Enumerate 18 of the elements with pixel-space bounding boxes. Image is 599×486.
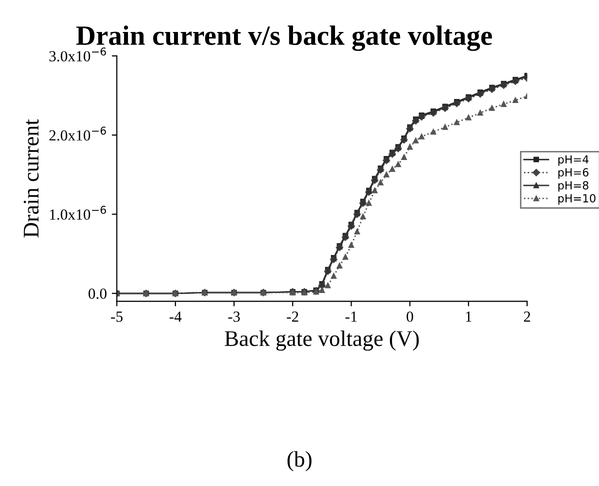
y-axis-title: Drain current <box>24 119 39 238</box>
legend-label: pH=8 <box>558 181 588 192</box>
x-tick-label: 1 <box>466 312 472 322</box>
x-tick-label: -5 <box>111 312 123 322</box>
text: (b) <box>288 451 312 472</box>
y-tick-label: 1.0x10$^{−6}$ <box>50 206 106 220</box>
legend-label: pH=4 <box>558 155 589 166</box>
y-tick-label: 2.0x10$^{−6}$ <box>49 126 106 141</box>
x-tick-label: -2 <box>286 312 298 322</box>
x-axis-title: Back gate voltage (V) <box>224 330 419 351</box>
legend-label: pH=10 <box>558 194 596 205</box>
x-tick-label: 2 <box>524 312 530 322</box>
y-tick-label: 0.0 <box>88 288 106 299</box>
legend-label: pH=6 <box>558 168 588 179</box>
x-tick-label: -4 <box>170 312 182 322</box>
x-tick-label: -3 <box>228 312 240 322</box>
x-tick-label: -1 <box>345 312 357 322</box>
x-tick-label: 0 <box>406 311 414 322</box>
